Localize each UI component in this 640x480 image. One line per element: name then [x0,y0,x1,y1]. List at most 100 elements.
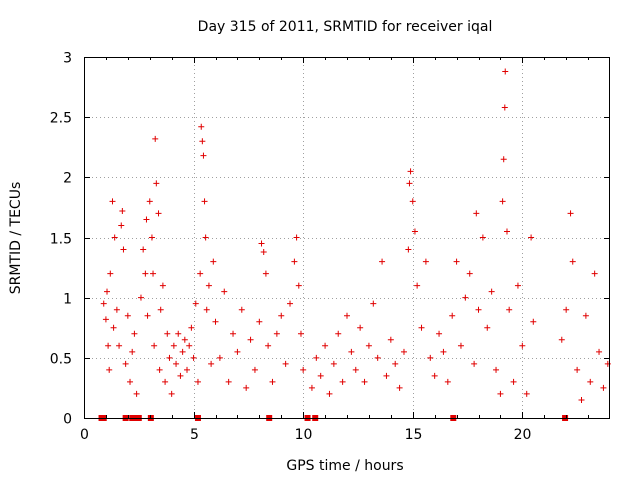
data-point [107,270,114,277]
data-point [501,104,508,111]
data-point [243,384,250,391]
x-tick-label: 5 [190,427,199,443]
data-point [409,198,416,205]
data-point [326,390,333,397]
data-point [427,354,434,361]
data-point [418,324,425,331]
data-point [352,366,359,373]
data-point [273,330,280,337]
data-point [212,318,219,325]
data-points [100,68,611,403]
data-point [574,366,581,373]
data-point [137,294,144,301]
data-point [258,240,265,247]
data-point [569,258,576,265]
data-point [247,336,254,343]
data-point [587,378,594,385]
data-point [216,354,223,361]
data-point [440,348,447,355]
data-point [142,270,149,277]
data-point [260,248,267,255]
data-point [168,390,175,397]
data-point [510,378,517,385]
data-point [225,378,232,385]
data-point [188,324,195,331]
data-point [462,294,469,301]
data-point [414,282,421,289]
data-point [383,372,390,379]
data-point [357,324,364,331]
data-point [150,270,157,277]
data-point [194,378,201,385]
data-point [102,316,109,323]
data-point [374,354,381,361]
data-point [308,384,315,391]
data-point [157,306,164,313]
data-point [287,300,294,307]
data-point [453,258,460,265]
y-axis-title: SRMTID / TECUs [8,182,24,295]
y-tick-label: 0.5 [50,352,72,368]
data-point [120,246,127,253]
data-point [313,354,320,361]
data-point [407,168,414,175]
data-point [436,330,443,337]
data-point [159,282,166,289]
data-point [600,384,607,391]
data-point [118,222,125,229]
data-point [523,390,530,397]
data-point [151,342,158,349]
data-point [278,312,285,319]
data-point [411,228,418,235]
x-tick-label: 15 [405,427,423,443]
data-point [422,258,429,265]
y-tick-label: 1.5 [50,232,72,248]
x-tick-labels: 0 5 10 15 20 [80,427,531,443]
x-tick-label: 20 [514,427,532,443]
data-point [457,342,464,349]
data-point [166,354,173,361]
data-point [184,366,191,373]
data-point [146,198,153,205]
data-point [111,234,118,241]
data-point [514,282,521,289]
data-point [104,288,111,295]
data-point [269,378,276,385]
x-tick-label: 0 [80,427,89,443]
data-point [210,258,217,265]
data-point [361,378,368,385]
data-point [282,360,289,367]
data-point [567,210,574,217]
data-point [198,123,205,130]
data-point [506,306,513,313]
data-point [105,342,112,349]
data-point [365,342,372,349]
data-point [133,390,140,397]
data-point [582,312,589,319]
data-point [173,360,180,367]
data-point [186,342,193,349]
data-point [199,138,206,145]
data-point [153,180,160,187]
data-point [190,354,197,361]
data-point [387,336,394,343]
data-point [291,258,298,265]
data-point [208,360,215,367]
data-point [127,378,134,385]
data-point [330,360,337,367]
axis-ticks [84,57,610,419]
data-point [202,234,209,241]
data-point [113,306,120,313]
data-point [256,318,263,325]
data-point [265,342,272,349]
data-point [500,156,507,163]
data-point [177,372,184,379]
x-tick-label: 10 [295,427,313,443]
x-axis-title: GPS time / hours [286,458,403,474]
data-point [234,348,241,355]
data-point [400,348,407,355]
data-point [230,330,237,337]
data-point [519,342,526,349]
data-point [144,312,151,319]
